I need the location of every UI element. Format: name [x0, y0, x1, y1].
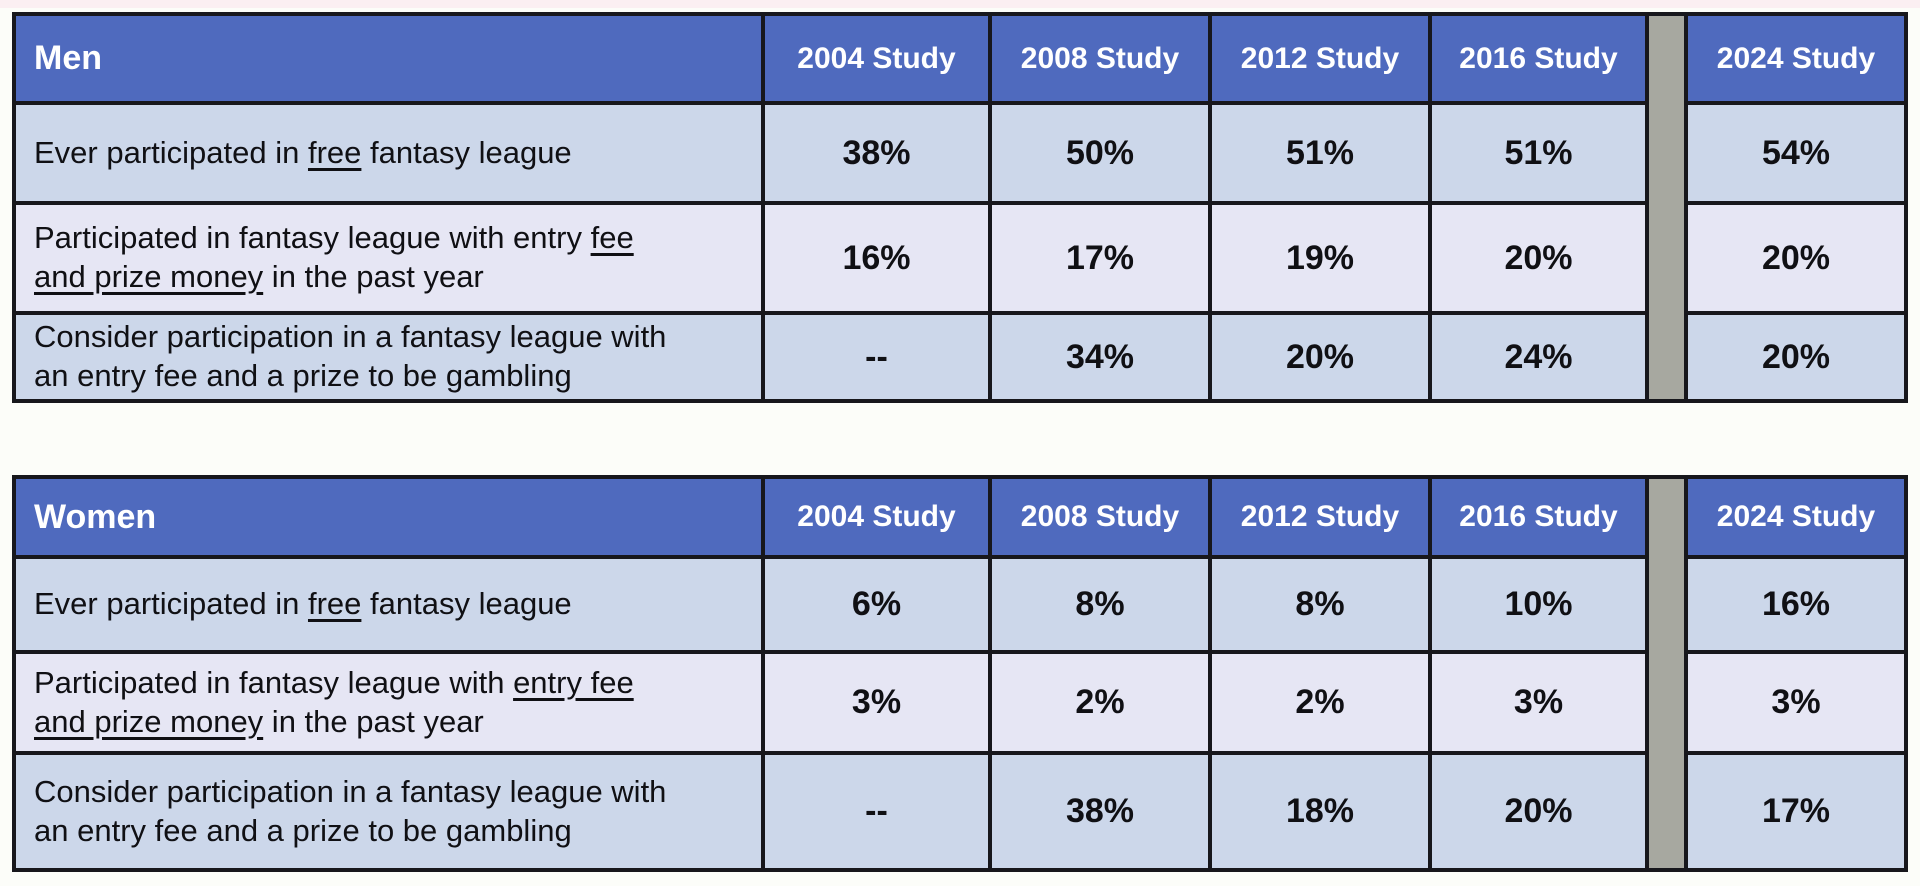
men-column-header-2008: 2008 Study: [992, 16, 1208, 101]
women-column-header-2024: 2024 Study: [1688, 479, 1904, 555]
value-cell: 8%: [1212, 559, 1428, 650]
men-table: Men 2004 Study 2008 Study 2012 Study 201…: [12, 12, 1908, 403]
value-cell: --: [765, 315, 988, 399]
value-cell: 10%: [1432, 559, 1645, 650]
men-row-label: Ever participated in free fantasy league: [16, 105, 761, 201]
value-cell: 18%: [1212, 755, 1428, 868]
top-strip: [0, 0, 1920, 8]
value-cell: --: [765, 755, 988, 868]
value-cell: 24%: [1432, 315, 1645, 399]
women-row-label: Participated in fantasy league with entr…: [16, 654, 761, 751]
value-cell: 17%: [992, 205, 1208, 311]
men-column-header-2016: 2016 Study: [1432, 16, 1645, 101]
value-cell: 3%: [765, 654, 988, 751]
value-cell: 2%: [992, 654, 1208, 751]
value-cell: 51%: [1212, 105, 1428, 201]
women-column-header-2016: 2016 Study: [1432, 479, 1645, 555]
value-cell: 3%: [1688, 654, 1904, 751]
value-cell: 38%: [992, 755, 1208, 868]
value-cell: 38%: [765, 105, 988, 201]
value-cell: 6%: [765, 559, 988, 650]
value-cell: 16%: [765, 205, 988, 311]
men-column-header-2012: 2012 Study: [1212, 16, 1428, 101]
value-cell: 51%: [1432, 105, 1645, 201]
women-row-label: Ever participated in free fantasy league: [16, 559, 761, 650]
value-cell: 50%: [992, 105, 1208, 201]
value-cell: 19%: [1212, 205, 1428, 311]
value-cell: 20%: [1432, 755, 1645, 868]
value-cell: 20%: [1688, 205, 1904, 311]
value-cell: 20%: [1212, 315, 1428, 399]
value-cell: 2%: [1212, 654, 1428, 751]
value-cell: 54%: [1688, 105, 1904, 201]
value-cell: 16%: [1688, 559, 1904, 650]
women-row-label: Consider participation in a fantasy leag…: [16, 755, 761, 868]
women-column-header-2012: 2012 Study: [1212, 479, 1428, 555]
women-table-title: Women: [16, 479, 761, 555]
women-column-header-2008: 2008 Study: [992, 479, 1208, 555]
value-cell: 3%: [1432, 654, 1645, 751]
women-separator-band: [1649, 479, 1684, 868]
men-column-header-2024: 2024 Study: [1688, 16, 1904, 101]
value-cell: 20%: [1688, 315, 1904, 399]
value-cell: 8%: [992, 559, 1208, 650]
men-separator-band: [1649, 16, 1684, 399]
value-cell: 17%: [1688, 755, 1904, 868]
value-cell: 20%: [1432, 205, 1645, 311]
men-row-label: Participated in fantasy league with entr…: [16, 205, 761, 311]
value-cell: 34%: [992, 315, 1208, 399]
men-row-label: Consider participation in a fantasy leag…: [16, 315, 761, 399]
women-column-header-2004: 2004 Study: [765, 479, 988, 555]
women-table: Women 2004 Study 2008 Study 2012 Study 2…: [12, 475, 1908, 872]
men-table-title: Men: [16, 16, 761, 101]
men-column-header-2004: 2004 Study: [765, 16, 988, 101]
